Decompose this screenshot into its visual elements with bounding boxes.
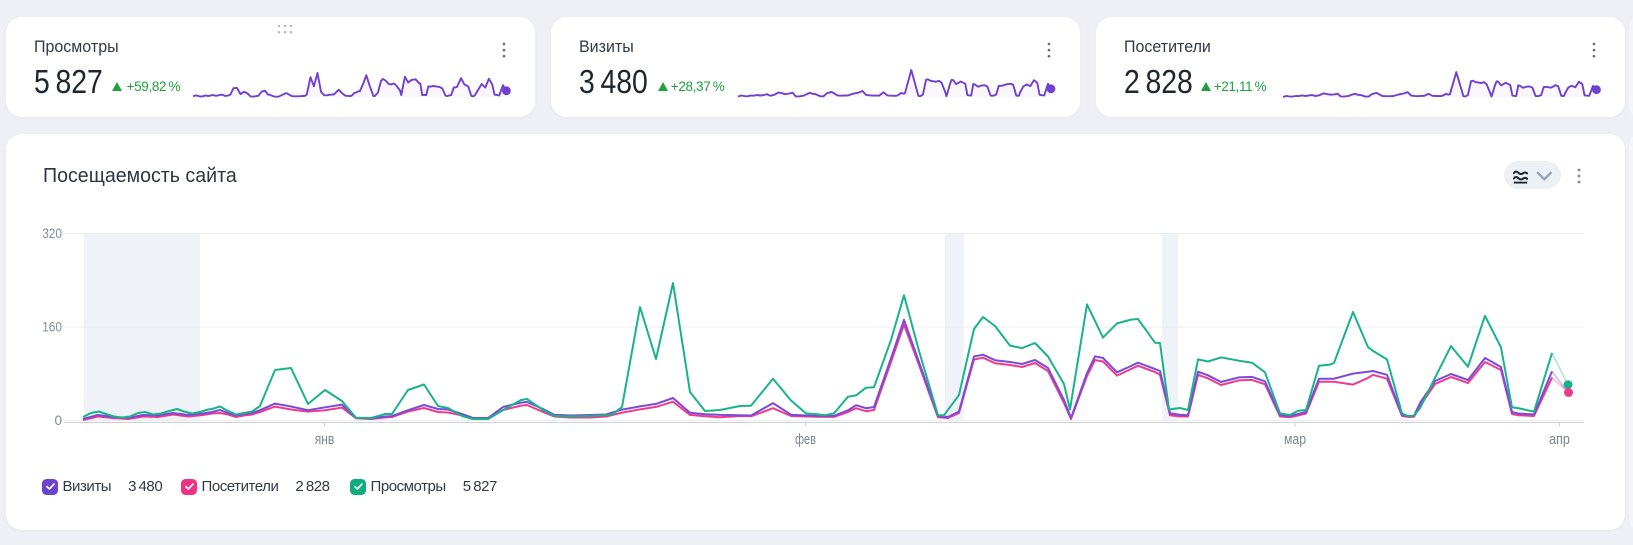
- svg-text:320: 320: [42, 226, 62, 241]
- svg-text:0: 0: [54, 413, 62, 428]
- svg-text:160: 160: [42, 320, 62, 335]
- svg-text:янв: янв: [315, 432, 335, 448]
- svg-text:фев: фев: [795, 432, 816, 448]
- svg-text:апр: апр: [1549, 432, 1570, 448]
- svg-text:мар: мар: [1284, 432, 1306, 448]
